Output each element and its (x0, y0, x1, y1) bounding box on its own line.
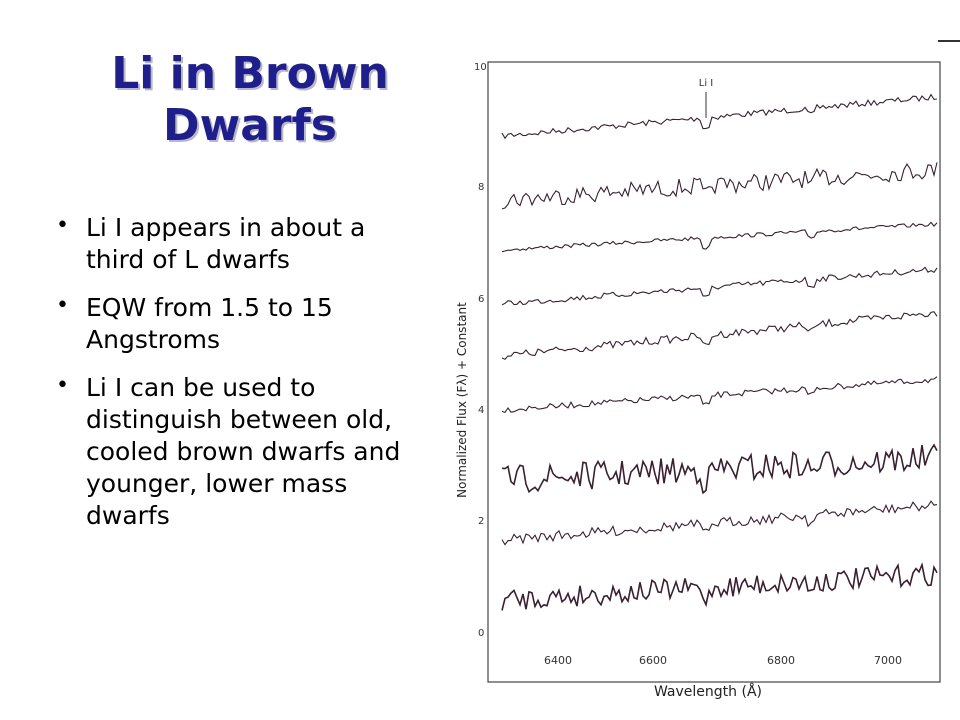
slide-title: Li in Brown Dwarfs (40, 48, 460, 152)
bullet-dot-icon: • (56, 293, 69, 318)
title-line-2: Dwarfs (163, 99, 337, 151)
x-axis-ticks: 6400 6600 6800 7000 (544, 654, 902, 667)
y-tick-label: 10 (474, 62, 487, 73)
spectrum-trace (501, 500, 938, 546)
y-axis-ticks: 10 8 6 4 2 0 (474, 62, 487, 639)
spectrum-trace (501, 266, 938, 306)
spectra-traces (501, 93, 938, 611)
spectrum-trace (501, 562, 938, 611)
li-line-label: Li I (699, 78, 713, 89)
spectrum-trace (501, 162, 938, 210)
bullet-dot-icon: • (56, 213, 69, 238)
corner-line (938, 40, 960, 42)
x-axis-label: Wavelength (Å) (654, 683, 762, 700)
x-tick-label: 6800 (767, 654, 795, 667)
bullet-dot-icon: • (56, 373, 69, 398)
bullet-text: Li I appears in about a third of L dwarf… (86, 213, 366, 274)
x-tick-label: 6600 (639, 654, 667, 667)
y-tick-label: 2 (478, 516, 484, 527)
bullet-text: EQW from 1.5 to 15 Angstroms (86, 293, 333, 354)
x-tick-label: 7000 (874, 654, 902, 667)
y-tick-label: 6 (478, 294, 484, 305)
y-tick-label: 8 (478, 182, 484, 193)
plot-frame (487, 61, 941, 683)
title-line-1: Li in Brown (111, 48, 389, 99)
spectra-figure: 10 8 6 4 2 0 6400 6600 6800 7000 Wavelen… (455, 61, 941, 700)
bullet-text: Li I can be used to distinguish between … (86, 373, 401, 530)
spectrum-trace (501, 93, 938, 140)
bullet-item: • EQW from 1.5 to 15 Angstroms (52, 292, 412, 356)
bullet-item: • Li I can be used to distinguish betwee… (52, 372, 412, 532)
bullet-item: • Li I appears in about a third of L dwa… (52, 212, 412, 276)
y-axis-label: Normalized Flux (Fλ) + Constant (455, 302, 469, 498)
spectrum-trace (501, 376, 938, 414)
x-tick-label: 6400 (544, 654, 572, 667)
bullet-list: • Li I appears in about a third of L dwa… (52, 212, 412, 548)
y-tick-label: 4 (478, 405, 484, 416)
spectrum-trace (501, 443, 938, 495)
spectrum-trace (501, 221, 938, 253)
spectrum-trace (501, 311, 938, 360)
y-tick-label: 0 (478, 628, 484, 639)
